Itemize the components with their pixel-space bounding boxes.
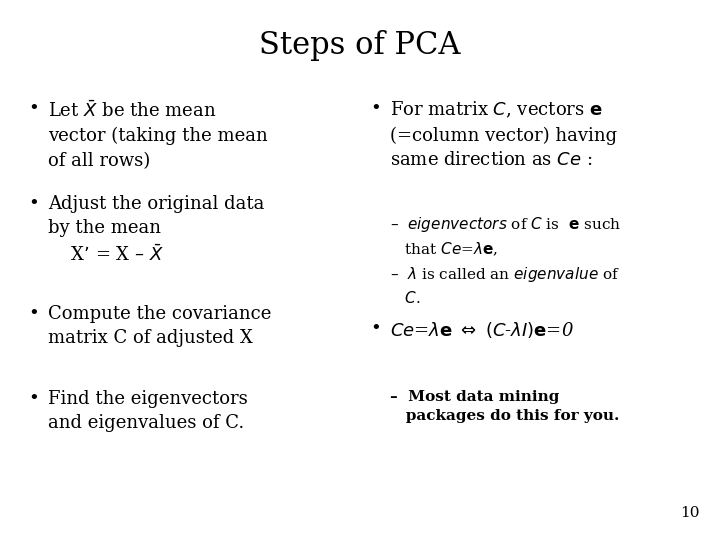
Text: –  Most data mining
   packages do this for you.: – Most data mining packages do this for … [390, 390, 619, 423]
Text: Let $\bar{X}$ be the mean
vector (taking the mean
of all rows): Let $\bar{X}$ be the mean vector (taking… [48, 100, 268, 170]
Text: Find the eigenvectors
and eigenvalues of C.: Find the eigenvectors and eigenvalues of… [48, 390, 248, 433]
Text: For matrix $C$, vectors $\mathbf{e}$
(=column vector) having
same direction as $: For matrix $C$, vectors $\mathbf{e}$ (=c… [390, 100, 617, 169]
Text: –  $\mathit{eigenvectors}$ of $C$ is  $\mathbf{e}$ such
   that $Ce$=$\lambda\ma: – $\mathit{eigenvectors}$ of $C$ is $\ma… [390, 215, 621, 258]
Text: Steps of PCA: Steps of PCA [259, 30, 461, 61]
Text: Adjust the original data
by the mean
    X’ = X – $\bar{X}$: Adjust the original data by the mean X’ … [48, 195, 264, 265]
Text: •: • [370, 100, 381, 118]
Text: –  $\lambda$ is called an $\mathit{eigenvalue}$ of
   $C$.: – $\lambda$ is called an $\mathit{eigenv… [390, 265, 620, 306]
Text: •: • [28, 305, 39, 323]
Text: $Ce$=$\lambda\mathbf{e}$ $\Leftrightarrow$ $(C$-$\lambda I)\mathbf{e}$=0: $Ce$=$\lambda\mathbf{e}$ $\Leftrightarro… [390, 320, 574, 340]
Text: Compute the covariance
matrix C of adjusted X: Compute the covariance matrix C of adjus… [48, 305, 271, 347]
Text: •: • [28, 100, 39, 118]
Text: •: • [28, 390, 39, 408]
Text: •: • [28, 195, 39, 213]
Text: 10: 10 [680, 506, 700, 520]
Text: •: • [370, 320, 381, 338]
